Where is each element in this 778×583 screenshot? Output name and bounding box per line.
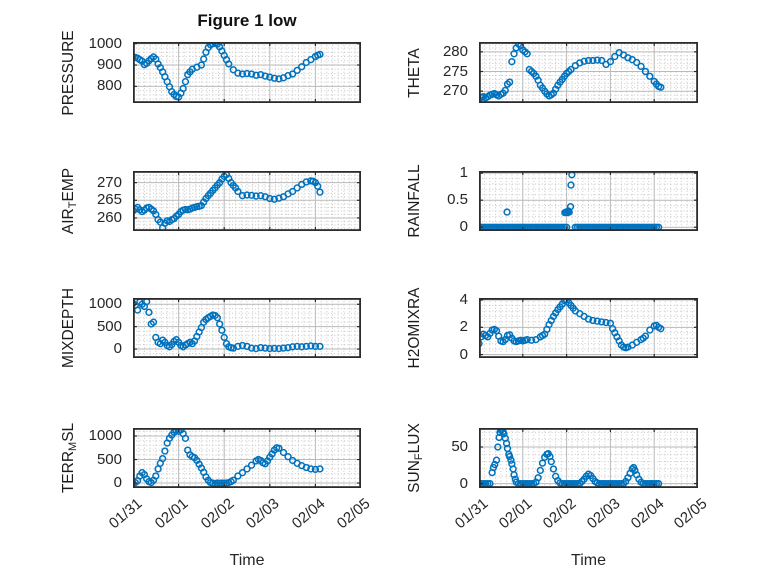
y-tick-label: 270 (442, 82, 468, 100)
y-tick-label: 0 (113, 474, 122, 492)
minor-grid (479, 171, 698, 231)
y-tick-label: 0 (459, 345, 468, 363)
subplot-terr-msl: 0 500 1000 01/31 02/01 02/02 02/03 02/04 02/05 TE… (60, 423, 374, 532)
y-tick-label: 2 (459, 318, 468, 336)
axes-box (479, 428, 698, 488)
minor-grid (479, 428, 698, 488)
y-tick-label: 280 (442, 42, 468, 60)
x-tick-label: 02/02 (197, 495, 238, 533)
y-tick-label: 275 (442, 62, 468, 80)
x-tick-label: 02/03 (243, 495, 283, 533)
data-series-theta (479, 42, 665, 103)
y-tick-label: 270 (96, 173, 122, 191)
axes-box (479, 298, 698, 358)
y-tick-label: 800 (96, 77, 122, 95)
y-tick-label: 50 (451, 438, 468, 456)
x-tick-label: 01/31 (452, 495, 492, 533)
axes-box (133, 171, 361, 231)
x-tick-label: 02/04 (288, 495, 329, 533)
x-tick-label: 02/01 (496, 495, 536, 533)
x-tick-label: 01/31 (106, 495, 146, 533)
subplot-mixdepth: 0 500 1000 MIXDEPTH (60, 288, 361, 368)
data-series-terr_msl (133, 428, 324, 488)
plot-area-mixdepth (133, 298, 361, 358)
y-tick-label: 1000 (88, 427, 122, 444)
x-axis-label-right: Time (571, 552, 606, 569)
data-series-pressure (133, 42, 324, 101)
subplot-theta: 270 275 280 THETA (406, 42, 698, 103)
data-series-mixdepth (133, 298, 324, 353)
x-tick-label: 02/01 (151, 495, 192, 533)
axes-box (133, 298, 361, 358)
y-tick-label: 0 (459, 474, 468, 492)
y-tick-label: 500 (96, 317, 122, 335)
y-tick-label: 900 (96, 56, 122, 74)
data-series-air_temp (133, 171, 324, 231)
axes-box (133, 428, 361, 488)
plot-area-air_temp (133, 171, 361, 231)
y-tick-label: 0 (113, 340, 122, 358)
subplot-air-temp: 260 265 270 AIRTEMP (60, 168, 361, 234)
y-tick-label: 0 (459, 218, 468, 236)
x-tick-label: 02/04 (627, 495, 668, 533)
x-tick-label: 02/02 (539, 495, 580, 533)
plot-area-rainfall (479, 171, 698, 231)
y-tick-label: 260 (96, 208, 122, 226)
y-tick-label: 4 (459, 291, 468, 309)
y-tick-label: 1000 (88, 34, 122, 52)
axes-box (479, 42, 698, 103)
y-tick-label: 500 (96, 450, 122, 468)
subplot-rainfall: 0 0.5 1 RAINFALL (406, 164, 698, 238)
axes-box (133, 42, 361, 103)
y-tick-label: 0.5 (447, 191, 468, 209)
x-axis-label-left: Time (229, 552, 265, 569)
x-tick-label: 02/05 (334, 495, 374, 533)
figure-title: Figure 1 low (197, 11, 297, 30)
subplot-h2omixra: 0 2 4 H2OMIXRA (406, 288, 698, 368)
subplot-pressure: 800 900 1000 PRESSURE (60, 30, 361, 115)
subplot-sun-flux: 0 50 01/31 02/01 02/02 02/03 02/04 02/05 SUNFLUX (406, 423, 711, 532)
plot-area-terr_msl (133, 428, 361, 488)
y-axis-label-terr_msl: TERRMSL (60, 422, 79, 494)
x-tick-label: 02/05 (671, 495, 711, 533)
y-tick-label: 265 (96, 191, 122, 209)
plot-area-pressure (133, 42, 361, 103)
y-tick-label: 1000 (88, 295, 122, 313)
plot-area-sun_flux (479, 428, 698, 488)
plot-area-h2omixra (479, 298, 698, 358)
axes-box (479, 171, 698, 231)
plot-area-theta (479, 42, 698, 103)
y-axis-label-sun_flux: SUNFLUX (406, 423, 425, 493)
x-tick-label: 02/03 (583, 495, 624, 533)
y-tick-label: 1 (459, 164, 468, 182)
